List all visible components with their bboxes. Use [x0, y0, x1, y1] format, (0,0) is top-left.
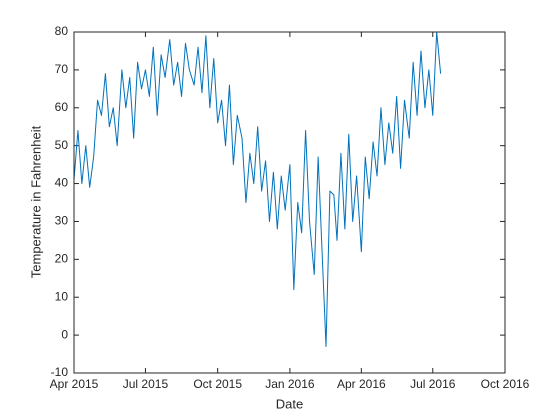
y-tick-label: -10 [51, 365, 69, 379]
x-tick-label: Jul 2015 [123, 377, 169, 391]
x-tick-label: Oct 2015 [193, 377, 242, 391]
y-axis-title: Temperature in Fahrenheit [28, 125, 43, 278]
y-tick-label: 50 [55, 138, 69, 152]
x-tick-label: Oct 2016 [481, 377, 530, 391]
y-tick-label: 40 [55, 176, 69, 190]
y-tick-label: 80 [55, 24, 69, 38]
x-tick-label: Apr 2015 [50, 377, 99, 391]
axes-box [73, 31, 506, 374]
data-line [73, 31, 442, 347]
y-tick-label: 70 [55, 62, 69, 76]
x-tick-label: Jan 2016 [265, 377, 315, 391]
x-tick-label: Apr 2016 [337, 377, 386, 391]
x-axis-title: Date [276, 396, 303, 411]
y-tick-label: 30 [55, 214, 69, 228]
y-tick-label: 20 [55, 252, 69, 266]
y-tick-label: 10 [55, 289, 69, 303]
y-tick-label: 0 [61, 327, 68, 341]
x-tick-label: Jul 2016 [410, 377, 456, 391]
y-tick-label: 60 [55, 100, 69, 114]
